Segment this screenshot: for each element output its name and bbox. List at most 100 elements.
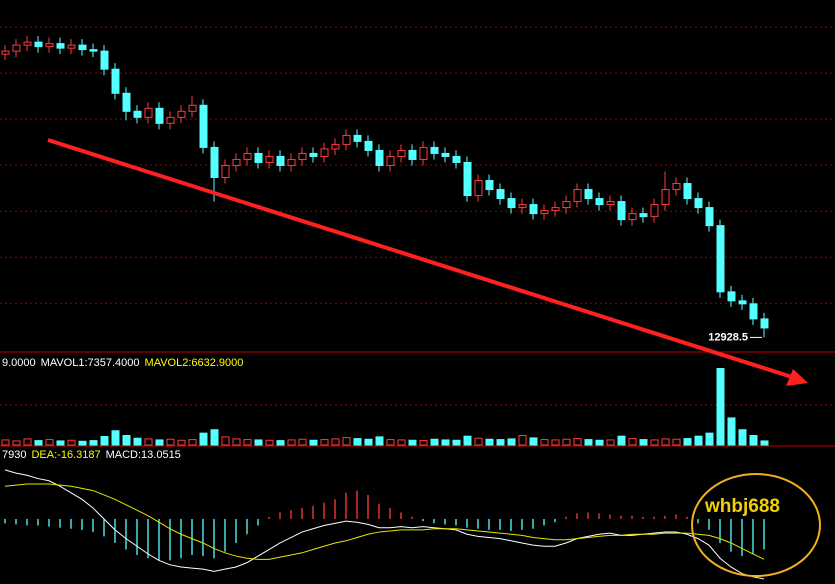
volume-bar bbox=[210, 429, 219, 446]
volume-bar bbox=[188, 439, 197, 446]
trend-arrow bbox=[47, 138, 793, 379]
indicator-label: MAVOL2:6632.9000 bbox=[145, 357, 244, 369]
candle-body bbox=[1, 50, 10, 55]
volume-bar bbox=[441, 439, 450, 446]
volume-bar bbox=[144, 438, 153, 446]
volume-bar bbox=[606, 439, 615, 446]
candle-body bbox=[540, 210, 549, 215]
volume-bar bbox=[375, 436, 384, 446]
volume-bar bbox=[166, 438, 175, 446]
candle-body bbox=[441, 152, 450, 157]
candle-body bbox=[232, 158, 241, 166]
volume-bar bbox=[397, 439, 406, 446]
candle-body bbox=[738, 300, 747, 305]
candle-body bbox=[496, 189, 505, 200]
marks: 12928.5 9.0000 MAVOL1:7357.4000 MAVOL2:6632… bbox=[0, 26, 835, 580]
candle-body bbox=[199, 104, 208, 148]
candle-body bbox=[375, 149, 384, 166]
candle-body bbox=[749, 303, 758, 320]
volume-bar bbox=[639, 439, 648, 446]
candle-body bbox=[353, 134, 362, 142]
candle-body bbox=[672, 183, 681, 191]
volume-bar bbox=[430, 438, 439, 446]
volume-bar bbox=[122, 435, 131, 446]
candle-body bbox=[683, 183, 692, 200]
volume-bar bbox=[89, 440, 98, 446]
volume-bar bbox=[518, 435, 527, 446]
candle-body bbox=[155, 107, 164, 124]
macd-line bbox=[4, 483, 765, 560]
volume-bar bbox=[749, 435, 758, 446]
volume-bar bbox=[474, 437, 483, 446]
candle-body bbox=[386, 155, 395, 166]
volume-bar bbox=[287, 439, 296, 446]
candle-body bbox=[694, 198, 703, 209]
volume-bar bbox=[177, 439, 186, 446]
volume-bar bbox=[155, 439, 164, 446]
volume-bar bbox=[760, 440, 769, 446]
volume-bar bbox=[661, 438, 670, 446]
candle-body bbox=[331, 143, 340, 150]
volume-bar bbox=[617, 435, 626, 446]
candle-body bbox=[12, 44, 21, 52]
volume-bar bbox=[254, 439, 263, 446]
indicator-label: DEA:-16.3187 bbox=[31, 449, 100, 461]
volume-bar bbox=[419, 440, 428, 446]
volume-bar bbox=[650, 439, 659, 446]
volume-bar bbox=[628, 438, 637, 446]
candle-body bbox=[45, 43, 54, 48]
candle-body bbox=[133, 110, 142, 118]
volume-bar bbox=[23, 438, 32, 446]
candle-body bbox=[474, 180, 483, 197]
volume-bar bbox=[133, 437, 142, 446]
candle-body bbox=[650, 204, 659, 218]
candle-body bbox=[562, 201, 571, 209]
candle-body bbox=[760, 318, 769, 329]
candle-body bbox=[34, 41, 43, 48]
volume-bar bbox=[67, 439, 76, 446]
volume-bar bbox=[408, 439, 417, 446]
candle-body bbox=[111, 68, 120, 94]
volume-bar bbox=[573, 438, 582, 446]
candle-body bbox=[254, 152, 263, 163]
candle-body bbox=[243, 152, 252, 160]
candle-body bbox=[298, 152, 307, 160]
candle-body bbox=[606, 201, 615, 206]
candle-body bbox=[397, 149, 406, 157]
volume-bar bbox=[496, 439, 505, 446]
candle-body bbox=[716, 225, 725, 293]
candle-body bbox=[364, 140, 373, 151]
volume-bar bbox=[320, 439, 329, 446]
candle-body bbox=[67, 44, 76, 49]
candle-body bbox=[485, 180, 494, 191]
volume-bar bbox=[265, 439, 274, 446]
volume-bar bbox=[353, 438, 362, 446]
candle-body bbox=[320, 148, 329, 157]
volume-bar bbox=[386, 439, 395, 446]
candle-body bbox=[56, 43, 65, 49]
volume-bar bbox=[562, 438, 571, 446]
volume-bar bbox=[56, 440, 65, 446]
volume-bar bbox=[694, 435, 703, 446]
volume-bar bbox=[463, 435, 472, 446]
indicator-label: MAVOL1:7357.4000 bbox=[41, 357, 140, 369]
candle-body bbox=[221, 164, 230, 179]
candle-body bbox=[210, 146, 219, 179]
volume-bar bbox=[551, 439, 560, 446]
candle-body bbox=[144, 107, 153, 118]
volume-bar bbox=[100, 436, 109, 446]
candle-body bbox=[463, 161, 472, 197]
volume-bar bbox=[529, 437, 538, 446]
volume-bar bbox=[232, 438, 241, 446]
candle-body bbox=[408, 149, 417, 160]
volume-bar bbox=[298, 438, 307, 446]
candle-body bbox=[276, 155, 285, 166]
candle-body bbox=[23, 41, 32, 46]
indicator-label: 9.0000 bbox=[2, 357, 36, 369]
volume-bar bbox=[540, 439, 549, 446]
volume-bar bbox=[705, 432, 714, 446]
candle-body bbox=[309, 152, 318, 157]
candle-body bbox=[430, 146, 439, 154]
volume-bar bbox=[243, 439, 252, 446]
